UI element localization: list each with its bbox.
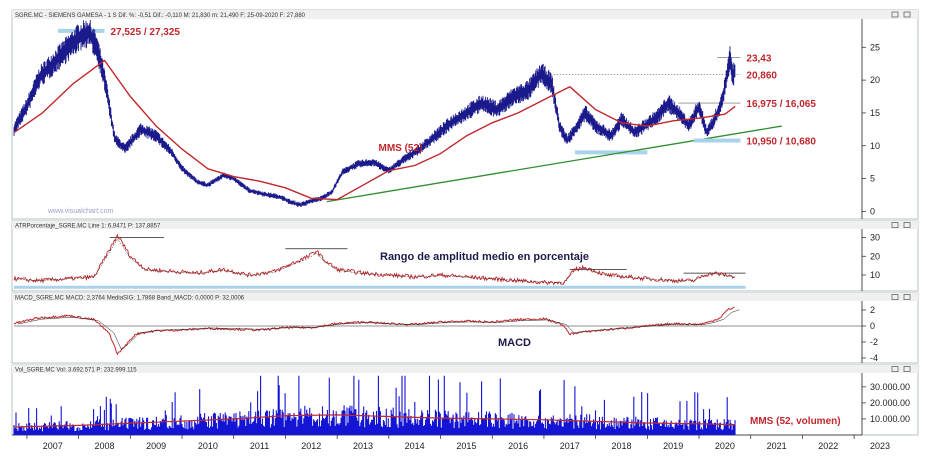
macd-ytick-label: 0 [870,321,875,331]
window-buttons[interactable] [891,11,911,372]
atr-signal-series [13,238,736,283]
price-ytick-label: 0 [870,206,875,216]
xtick-label: 2011 [250,441,269,451]
mms-52-series [13,59,736,201]
xtick-label: 2007 [43,441,63,451]
atr-panel-frame [11,220,919,292]
xtick-label: 2009 [146,441,166,451]
axis-ticks: 051015202510203020-2-410.000.0020.000.00… [26,42,910,451]
macd-ytick-label: -4 [870,353,878,363]
macd-panel-frame [11,292,919,364]
price-series [13,20,736,207]
volume-ma-series [13,414,736,428]
atr-ytick-label: 30 [870,233,880,243]
xtick-label: 2019 [663,441,683,451]
atr-title: Rango de amplitud medio en porcentaje [380,251,589,263]
volume-ytick-label: 20.000.00 [870,398,910,408]
price-series-layer [13,20,736,207]
level-label-2: 23,43 [746,54,771,65]
price-ytick-label: 10 [870,141,880,151]
panel-headers: SGRE.MC - SIEMENS GAMESA - 1 S Dif. %: -… [12,10,918,374]
xtick-label: 2015 [456,441,476,451]
price-ytick-label: 5 [870,174,875,184]
atr-ytick-label: 10 [870,270,880,280]
xtick-label: 2018 [611,441,631,451]
xtick-label: 2016 [508,441,528,451]
xtick-label: 2017 [560,441,580,451]
macd-ytick-label: -2 [870,337,878,347]
price-ytick-label: 15 [870,108,880,118]
ma-annotation: MMS (52) [378,143,422,154]
macd-layer [13,306,862,356]
volume-ma-label: MMS (52, volumen) [750,416,841,427]
watermark: www.visualchart.com [47,208,114,215]
volume-header: Vol_SGRE.MC Vol: 3.692.571 P: 232.999.11… [15,368,137,374]
atr-header: ATRPorcentaje_SGRE.MC Line 1: 6,9471 P: … [15,224,161,230]
xtick-label: 2013 [353,441,373,451]
level-label-4: 16,975 / 16,065 [746,99,816,110]
xtick-label: 2008 [94,441,114,451]
macd-signal-series [18,309,740,351]
level-label-5: 10,950 / 10,680 [746,137,816,148]
xtick-label: 2012 [301,441,321,451]
annotation-labels: 27,525 / 27,325 23,43 20,860 16,975 / 16,06… [110,27,816,154]
xtick-label: 2022 [818,441,838,451]
volume-ytick-label: 10.000.00 [870,414,910,424]
volume-layer [13,375,736,435]
xtick-label: 2010 [198,441,218,451]
price-header: SGRE.MC - SIEMENS GAMESA - 1 S Dif. %: -… [15,13,306,19]
volume-bars [13,375,736,435]
atr-layer [13,233,746,289]
xtick-label: 2023 [870,441,890,451]
level-label-3: 20,860 [746,70,777,81]
level-label-1: 27,525 / 27,325 [110,27,180,38]
xtick-label: 2021 [767,441,787,451]
atr-ytick-label: 20 [870,251,880,261]
macd-label: MACD [498,337,531,349]
xtick-label: 2020 [715,441,735,451]
macd-header: MACD_SGRE.MC MACD: 2,3764 MediaSIG: 1,78… [15,296,245,302]
macd-series [13,306,735,356]
ma-series-layer [13,59,736,201]
xtick-label: 2014 [405,441,425,451]
macd-ytick-label: 2 [870,305,875,315]
atr-series [13,233,735,286]
price-ytick-label: 20 [870,75,880,85]
price-ytick-label: 25 [870,42,880,52]
volume-ytick-label: 30.000.00 [870,382,910,392]
